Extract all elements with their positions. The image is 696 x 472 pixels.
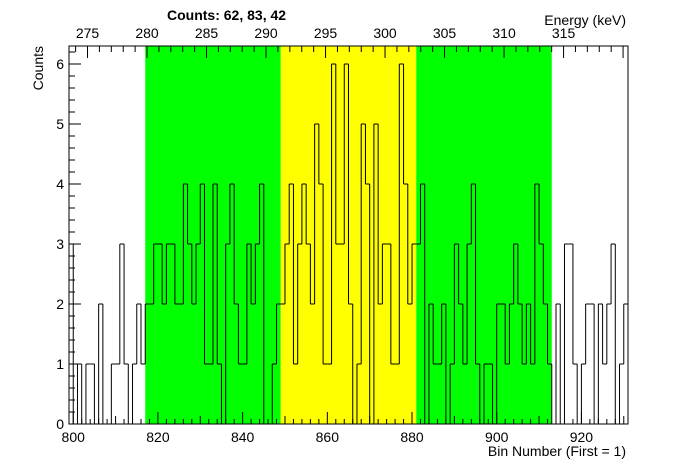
x-axis: 800 820 840 860 880 900 920 — [62, 412, 625, 445]
y-tick-label: 5 — [56, 116, 64, 132]
x-tick-label: 880 — [400, 429, 424, 445]
energy-tick-label: 315 — [552, 25, 576, 41]
y-axis: 0 1 2 3 4 5 6 — [56, 51, 81, 432]
x-tick-label: 820 — [146, 429, 170, 445]
energy-tick-label: 280 — [135, 25, 159, 41]
energy-tick-label: 275 — [76, 25, 100, 41]
y-axis-label: Counts — [30, 46, 46, 90]
region-band-3 — [416, 46, 552, 424]
y-tick-label: 3 — [56, 236, 64, 252]
plot-frame — [68, 45, 629, 425]
y-tick-label: 1 — [56, 356, 64, 372]
y-tick-label: 4 — [56, 176, 64, 192]
x-tick-label: 920 — [570, 429, 594, 445]
x-tick-label: 840 — [231, 429, 255, 445]
energy-tick-label: 310 — [492, 25, 516, 41]
chart-title: Counts: 62, 83, 42 — [167, 7, 286, 23]
energy-tick-label: 305 — [433, 25, 457, 41]
y-tick-label: 2 — [56, 296, 64, 312]
x-tick-label: 860 — [316, 429, 340, 445]
energy-axis-label: Energy (keV) — [544, 12, 626, 28]
x-tick-label: 800 — [62, 429, 86, 445]
energy-tick-label: 295 — [314, 25, 338, 41]
energy-tick-label: 290 — [254, 25, 278, 41]
y-tick-label: 6 — [56, 56, 64, 72]
plot-border — [68, 45, 629, 425]
energy-axis: 275 280 285 290 295 300 305 310 315 — [75, 25, 624, 58]
y-tick-label: 0 — [56, 416, 64, 432]
x-tick-label: 900 — [485, 429, 509, 445]
energy-tick-label: 285 — [195, 25, 219, 41]
energy-tick-label: 300 — [373, 25, 397, 41]
x-axis-label: Bin Number (First = 1) — [488, 443, 626, 459]
